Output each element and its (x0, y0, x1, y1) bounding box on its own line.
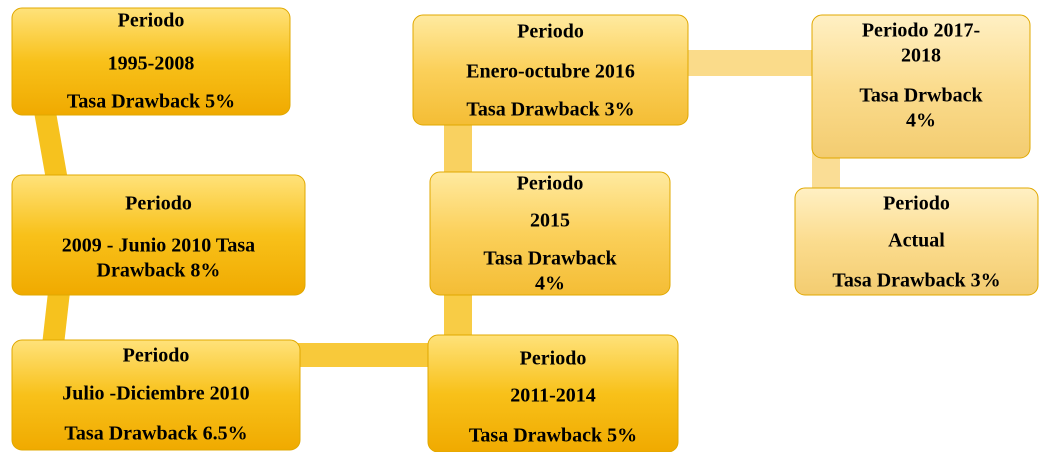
node-label: Periodo (520, 348, 587, 370)
node-box (11, 174, 306, 296)
connector (686, 50, 816, 76)
node-label: 2011-2014 (510, 385, 596, 407)
node: Periodo 2015 Tasa Drawback 4% (429, 171, 671, 296)
node-label: Tasa Drawback 3% (466, 99, 634, 121)
node-label: 4% (906, 110, 936, 132)
node-label: Tasa Drawback 5% (469, 425, 637, 447)
node-label: Tasa Drawback 6.5% (64, 423, 247, 445)
connector (34, 112, 68, 180)
node: Periodo 2017- 2018 Tasa Drwback 4% (811, 14, 1031, 159)
node: Periodo 2011-2014 Tasa Drawback 5% (427, 334, 679, 452)
node: Periodo Julio -Diciembre 2010 Tasa Drawbac… (11, 339, 301, 451)
node-label: Tasa Drawback (483, 248, 617, 270)
node-box (427, 334, 679, 452)
node: Periodo Enero-octubre 2016 Tasa Drawback 3… (412, 14, 689, 126)
node-box (11, 7, 291, 116)
node-label: Tasa Drawback 3% (832, 270, 1000, 292)
connector (444, 290, 472, 340)
node: Periodo 1995-2008 Tasa Drawback 5% (11, 7, 291, 116)
node-label: 2018 (901, 45, 941, 67)
node-label: Julio -Diciembre 2010 (62, 383, 249, 405)
node: Periodo 2009 - Junio 2010 Tasa Drawback 8% (11, 174, 306, 296)
node-label: Periodo 2017- (862, 20, 980, 42)
node-box (429, 171, 671, 296)
node-label: Periodo (125, 193, 192, 215)
node-box (794, 187, 1039, 296)
node-label: Periodo (883, 193, 950, 215)
node-label: Tasa Drawback 5% (67, 91, 235, 113)
connectors (34, 50, 840, 367)
node-label: Drawback 8% (97, 260, 221, 282)
connector (444, 120, 472, 176)
connector (812, 152, 840, 192)
node-label: Periodo (118, 10, 185, 32)
node-label: Periodo (517, 21, 584, 43)
node-label: Tasa Drwback (859, 85, 983, 107)
node-box (11, 339, 301, 451)
node-label: Periodo (123, 345, 190, 367)
node-label: 2009 - Junio 2010 Tasa (62, 235, 255, 257)
node-label: Actual (888, 230, 945, 252)
connector (42, 292, 70, 345)
node-label: Enero-octubre 2016 (466, 61, 635, 83)
node-box (811, 14, 1031, 159)
nodes: Periodo 1995-2008 Tasa Drawback 5% Periodo 2… (11, 7, 1039, 452)
node-label: 4% (535, 273, 565, 295)
connector (290, 343, 432, 367)
node-label: 2015 (530, 210, 570, 232)
node-label: Periodo (517, 173, 584, 195)
node-label: 1995-2008 (108, 53, 195, 75)
node: Periodo Actual Tasa Drawback 3% (794, 187, 1039, 296)
node-box (412, 14, 689, 126)
